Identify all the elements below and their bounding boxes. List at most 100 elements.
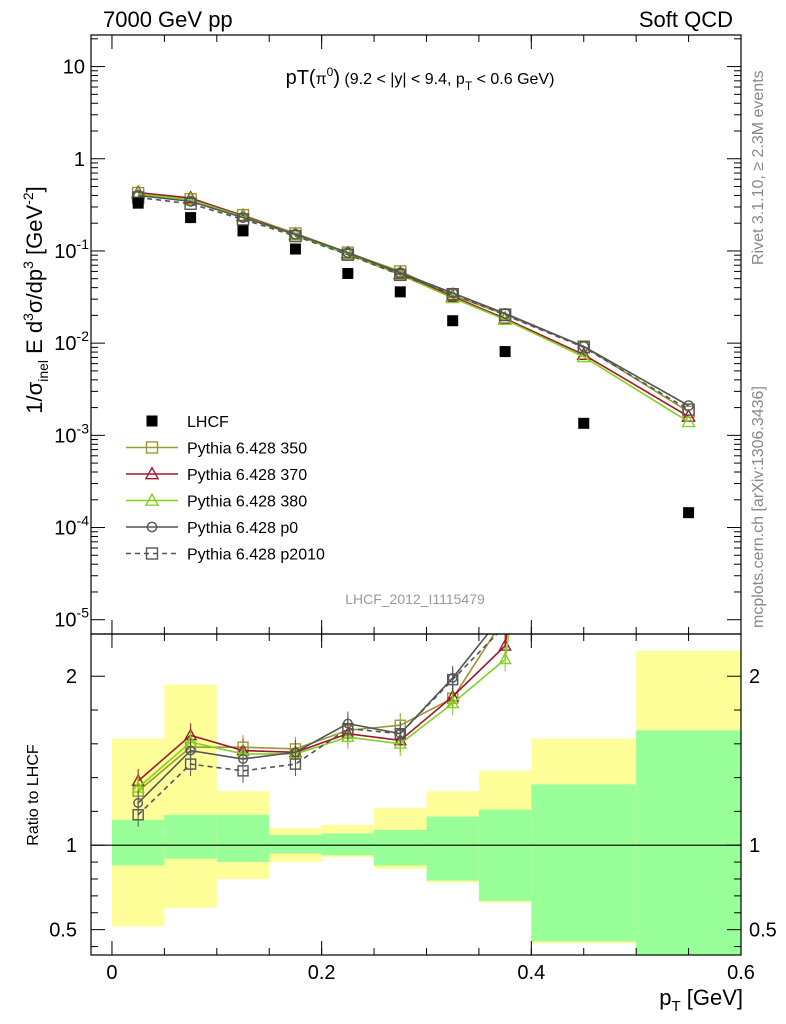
series-marker-ratio [184, 758, 197, 770]
legend-label: LHCF [187, 414, 229, 431]
main-frame [90, 34, 742, 635]
legend-marker [146, 521, 158, 533]
y-tick-label: 10-2 [54, 328, 89, 355]
y-tick-label: 10-3 [54, 420, 89, 447]
series-line-main [138, 196, 689, 411]
series-line-main [138, 194, 689, 407]
lhcf-data-point [342, 267, 354, 279]
x-tick-label: 0.2 [308, 962, 336, 984]
series-line-ratio [137, 634, 510, 789]
ratio-band-inner [374, 829, 427, 866]
analysis-watermark: LHCF_2012_I1115479 [345, 591, 485, 607]
lhcf-data-point [447, 315, 459, 327]
chart-title: pT(π0) (9.2 < |y| < 9.4, pT < 0.6 GeV) [286, 65, 555, 93]
series-marker-main [184, 197, 197, 210]
series-marker-main [683, 400, 694, 412]
ratio-tick-label-left: 2 [66, 666, 77, 688]
lhcf-data-point [499, 346, 511, 358]
y-tick-label: 1 [74, 149, 85, 171]
ratio-tick-label-right: 1 [749, 835, 760, 857]
ratio-band-inner [216, 814, 270, 863]
legend-marker [146, 415, 158, 427]
series-marker-ratio [289, 758, 302, 770]
series-marker-ratio [341, 729, 355, 743]
legend-label: Pythia 6.428 370 [187, 467, 307, 484]
series-marker-main [576, 349, 591, 363]
series-marker-main [236, 213, 250, 226]
series-marker-ratio [394, 727, 406, 740]
lhcf-data-point [578, 417, 590, 429]
lhcf-data-point [289, 243, 301, 255]
series-marker-main [341, 248, 355, 261]
series-marker-main [577, 341, 590, 354]
legend-label: Pythia 6.428 p2010 [187, 547, 325, 564]
legend-label: Pythia 6.428 p0 [187, 520, 298, 537]
series-marker-ratio [342, 722, 354, 735]
series-marker-main [681, 414, 696, 428]
series-marker-main [394, 267, 406, 279]
series-line-main [138, 192, 690, 413]
x-tick-label: 0.4 [517, 962, 545, 984]
ratio-tick-label-right: 0.5 [749, 920, 777, 942]
lhcf-data-point [237, 225, 249, 237]
series-marker-main [394, 268, 407, 282]
ratio-band-inner [321, 833, 375, 856]
ratio-tick-label-right: 2 [749, 666, 760, 688]
ratio-frame [90, 633, 742, 956]
legend-label: Pythia 6.428 380 [187, 494, 307, 511]
series-line-ratio [137, 634, 496, 792]
y-axis-label: 1/σinel E d3σ/dp3 [GeV-2] [20, 186, 51, 413]
x-tick-label: 0.6 [727, 962, 755, 984]
header-left: 7000 GeV pp [103, 7, 233, 32]
series-marker-ratio [446, 696, 460, 709]
mcplots-label: mcplots.cern.ch [arXiv:1306.3436] [750, 386, 767, 628]
header-right: Soft QCD [639, 7, 733, 32]
series-marker-main [185, 195, 196, 207]
lhcf-data-point [132, 197, 144, 209]
ratio-band-inner [111, 819, 165, 866]
legend-marker [144, 492, 160, 506]
series-marker-main [576, 346, 591, 361]
ratio-band-outer [164, 684, 217, 908]
series-line-ratio [137, 634, 489, 804]
series-marker-main [497, 311, 513, 325]
series-marker-ratio [132, 809, 144, 821]
ratio-band-inner [164, 814, 217, 859]
ratio-band-inner [426, 816, 479, 881]
x-axis-label: pT [GeV] [659, 985, 743, 1015]
ratio-tick-label-left: 1 [66, 835, 77, 857]
series-marker-main [682, 403, 695, 416]
lhcf-data-point [683, 507, 695, 519]
legend-marker [145, 547, 159, 560]
series-line-main [138, 191, 689, 418]
series-line-main [138, 193, 690, 423]
series-marker-main [342, 247, 354, 258]
ratio-band-inner [478, 809, 532, 901]
legend-marker [145, 441, 159, 454]
legend-marker [144, 466, 160, 480]
legend-label: Pythia 6.428 350 [187, 441, 307, 458]
series-marker-ratio [498, 652, 512, 665]
ratio-band-inner [269, 835, 322, 854]
series-marker-main [498, 308, 512, 322]
rivet-label: Rivet 3.1.10, ≥ 2.3M events [750, 70, 767, 265]
series-marker-ratio [446, 673, 459, 686]
ratio-band-inner [636, 730, 741, 955]
x-tick-label: 0 [106, 962, 117, 984]
lhcf-data-point [394, 286, 406, 298]
ratio-y-label: Ratio to LHCF [25, 744, 42, 846]
y-tick-label: 10 [63, 57, 85, 79]
series-marker-ratio [393, 736, 407, 749]
series-marker-main [446, 287, 459, 301]
series-line-ratio [137, 634, 499, 816]
y-tick-label: 10-5 [54, 605, 89, 632]
ratio-band-inner [531, 784, 637, 942]
y-tick-label: 10-4 [54, 513, 89, 540]
lhcf-data-point [185, 212, 197, 224]
series-marker-ratio [237, 765, 249, 777]
series-marker-main [289, 229, 302, 243]
ratio-tick-label-left: 0.5 [49, 920, 77, 942]
y-tick-label: 10-1 [54, 236, 89, 263]
series-line-ratio [137, 634, 508, 782]
